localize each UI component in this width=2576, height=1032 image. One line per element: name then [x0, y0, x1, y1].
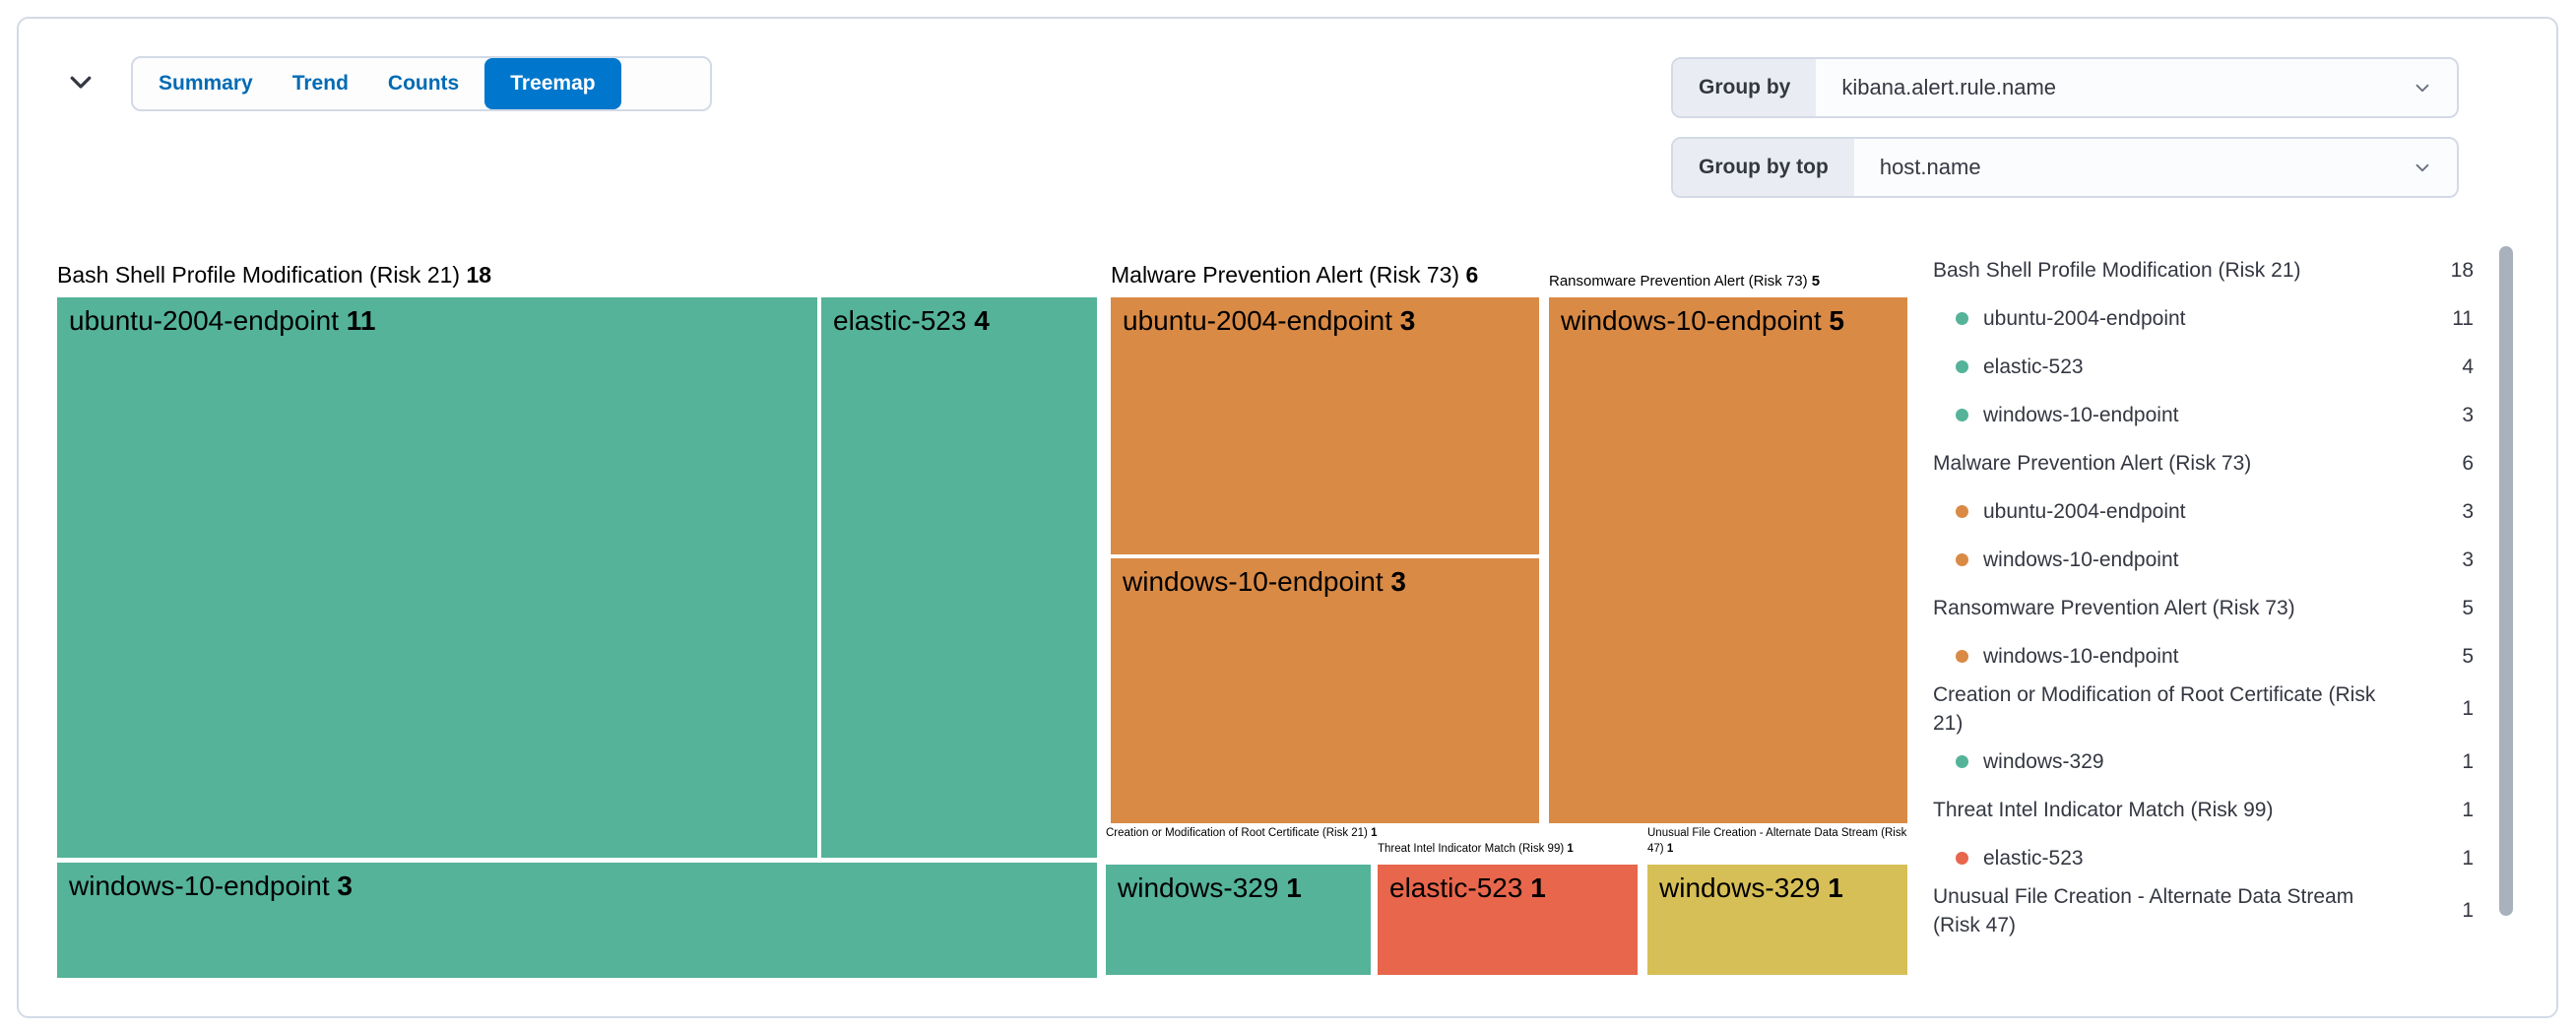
view-tab-group: Summary Trend Counts Treemap — [131, 56, 712, 111]
group-by-top-control: Group by top host.name — [1671, 137, 2459, 198]
group-by-top-select[interactable]: host.name — [1879, 155, 1981, 179]
legend-item[interactable]: elastic-523 1 — [1933, 834, 2474, 882]
legend-item[interactable]: elastic-523 4 — [1933, 343, 2474, 391]
chevron-down-icon — [2412, 139, 2457, 196]
treemap-group-title: Threat Intel Indicator Match (Risk 99) 1 — [1378, 843, 1574, 855]
legend-dot-icon — [1956, 409, 1968, 421]
treemap-block-malware-ubuntu[interactable]: ubuntu-2004-endpoint 3 — [1111, 297, 1539, 554]
treemap-group-title: Ransomware Prevention Alert (Risk 73) 5 — [1549, 273, 1821, 290]
treemap-block-unusualfile-windows329[interactable]: windows-329 1 — [1647, 865, 1907, 975]
collapse-panel-button[interactable] — [59, 61, 102, 104]
legend-dot-icon — [1956, 755, 1968, 768]
legend-header: Malware Prevention Alert (Risk 73) 6 — [1933, 451, 2474, 476]
tab-summary[interactable]: Summary — [139, 58, 273, 109]
treemap-group-title: Malware Prevention Alert (Risk 73) 6 — [1111, 262, 1479, 288]
legend-item[interactable]: ubuntu-2004-endpoint 11 — [1933, 294, 2474, 343]
legend-header: Unusual File Creation - Alternate Data S… — [1933, 885, 2474, 936]
legend-dot-icon — [1956, 312, 1968, 325]
chevron-down-icon — [2412, 59, 2457, 116]
legend-dot-icon — [1956, 650, 1968, 663]
legend-header: Creation or Modification of Root Certifi… — [1933, 683, 2474, 735]
treemap-block-malware-windows10[interactable]: windows-10-endpoint 3 — [1111, 558, 1539, 823]
legend-item[interactable]: windows-10-endpoint 5 — [1933, 632, 2474, 680]
legend-dot-icon — [1956, 360, 1968, 373]
legend-dot-icon — [1956, 553, 1968, 566]
tab-trend[interactable]: Trend — [273, 58, 368, 109]
legend-item[interactable]: windows-10-endpoint 3 — [1933, 536, 2474, 584]
legend-item[interactable]: windows-10-endpoint 3 — [1933, 391, 2474, 439]
group-by-control: Group by kibana.alert.rule.name — [1671, 57, 2459, 118]
legend-dot-icon — [1956, 505, 1968, 518]
treemap-block-bash-windows10[interactable]: windows-10-endpoint 3 — [57, 863, 1097, 978]
treemap-group-title: Unusual File Creation - Alternate Data S… — [1647, 827, 1907, 855]
legend-header: Ransomware Prevention Alert (Risk 73) 5 — [1933, 596, 2474, 620]
treemap-legend: Bash Shell Profile Modification (Risk 21… — [1933, 246, 2474, 939]
legend-header: Threat Intel Indicator Match (Risk 99) 1 — [1933, 798, 2474, 822]
tab-counts[interactable]: Counts — [368, 58, 479, 109]
treemap-block-bash-elastic[interactable]: elastic-523 4 — [821, 297, 1097, 858]
legend-scrollbar-thumb[interactable] — [2499, 246, 2513, 916]
tab-treemap[interactable]: Treemap — [484, 58, 621, 109]
group-by-top-label: Group by top — [1673, 139, 1854, 196]
legend-item[interactable]: windows-329 1 — [1933, 738, 2474, 786]
legend-header: Bash Shell Profile Modification (Risk 21… — [1933, 258, 2474, 283]
chevron-down-icon — [66, 67, 96, 99]
treemap-block-rootcert-windows329[interactable]: windows-329 1 — [1106, 865, 1371, 975]
treemap-block-bash-ubuntu[interactable]: ubuntu-2004-endpoint 11 — [57, 297, 817, 858]
group-by-select[interactable]: kibana.alert.rule.name — [1841, 75, 2057, 99]
treemap-group-title: Bash Shell Profile Modification (Risk 21… — [57, 262, 492, 288]
treemap-block-ransomware-windows10[interactable]: windows-10-endpoint 5 — [1549, 297, 1907, 823]
treemap-group-title: Creation or Modification of Root Certifi… — [1106, 827, 1378, 839]
legend-dot-icon — [1956, 852, 1968, 865]
group-by-label: Group by — [1673, 59, 1817, 116]
treemap-block-threatintel-elastic[interactable]: elastic-523 1 — [1378, 865, 1638, 975]
legend-item[interactable]: ubuntu-2004-endpoint 3 — [1933, 487, 2474, 536]
